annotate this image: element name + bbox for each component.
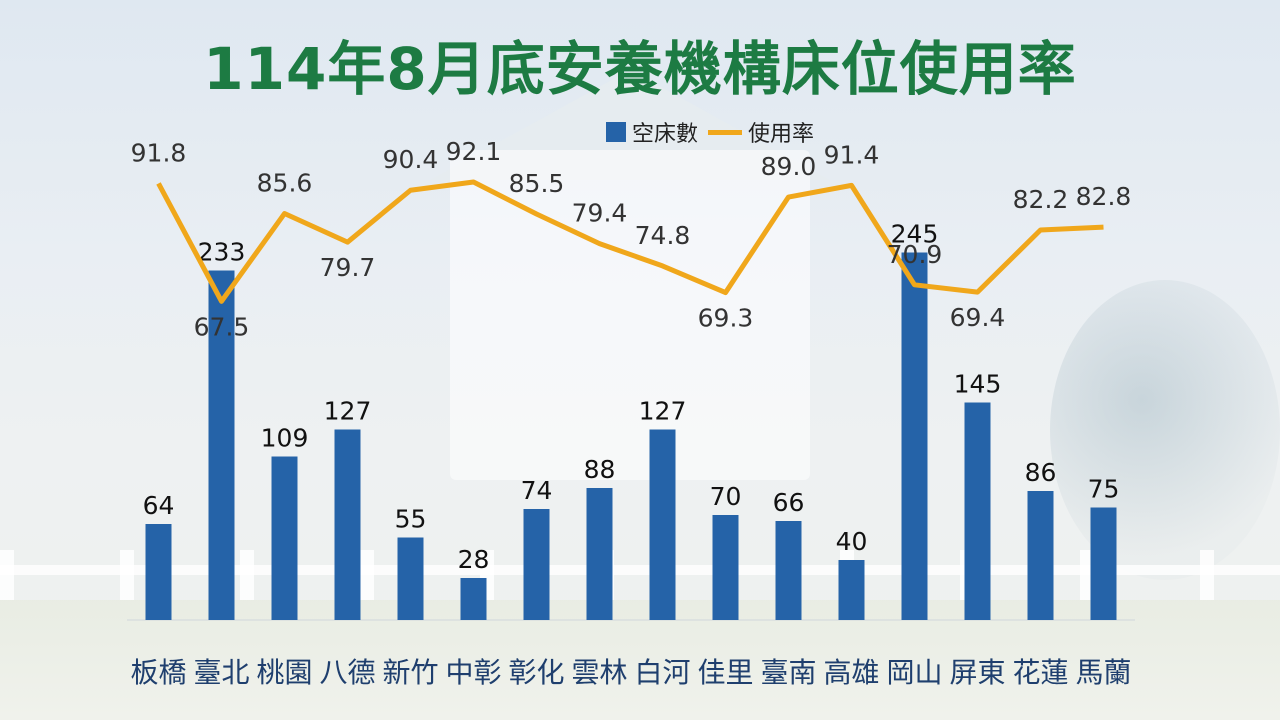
legend-label-usage-rate: 使用率 [748, 122, 815, 147]
category-label-14: 花蓮 [1012, 656, 1068, 689]
category-label-7: 雲林 [571, 656, 627, 689]
category-label-9: 佳里 [697, 656, 753, 689]
bar-4 [397, 537, 424, 620]
legend-item-empty-beds: 空床數 [606, 116, 698, 148]
bar-5 [460, 578, 487, 620]
background-tree [1050, 280, 1280, 580]
category-label-11: 高雄 [823, 656, 879, 689]
legend-line-swatch [708, 129, 743, 135]
category-label-12: 岡山 [886, 656, 942, 689]
category-label-13: 屏東 [949, 656, 1005, 689]
rate-label-4: 90.4 [383, 145, 439, 174]
category-label-2: 桃園 [256, 656, 312, 689]
rate-label-14: 82.2 [1013, 185, 1069, 214]
legend-bar-swatch [606, 122, 626, 142]
chart-legend: 空床數 使用率 [606, 116, 820, 148]
rate-label-2: 85.6 [257, 169, 313, 198]
rate-label-11: 91.4 [824, 140, 880, 169]
bar-label-10: 66 [773, 488, 805, 517]
bar-9 [712, 515, 739, 620]
bar-1 [208, 270, 235, 620]
category-label-4: 新竹 [382, 656, 438, 689]
category-label-15: 馬蘭 [1075, 656, 1131, 689]
category-label-1: 臺北 [193, 656, 249, 689]
bar-2 [271, 456, 298, 620]
rate-label-13: 69.4 [950, 303, 1006, 332]
bar-label-9: 70 [710, 482, 742, 511]
bar-10 [775, 521, 802, 620]
rate-label-10: 89.0 [761, 152, 817, 181]
rate-label-12: 70.9 [887, 240, 943, 269]
bar-label-11: 40 [836, 527, 868, 556]
bar-label-12: 245 [891, 220, 939, 249]
bar-label-8: 127 [639, 397, 687, 426]
chart-title: 114年8月底安養機構床位使用率 [203, 35, 1077, 103]
background-house [450, 150, 810, 480]
bar-label-13: 145 [954, 370, 1002, 399]
legend-item-usage-rate: 使用率 [704, 116, 814, 148]
bar-11 [838, 560, 865, 620]
rate-label-7: 79.4 [572, 199, 628, 228]
category-label-6: 彰化 [508, 656, 564, 689]
bar-14 [1027, 491, 1054, 620]
bar-label-6: 74 [521, 476, 553, 505]
legend-label-empty-beds: 空床數 [632, 122, 699, 147]
bar-3 [334, 429, 361, 620]
category-label-10: 臺南 [760, 656, 816, 689]
bar-label-4: 55 [395, 505, 427, 534]
bar-label-3: 127 [324, 397, 372, 426]
bar-label-5: 28 [458, 545, 490, 574]
rate-label-3: 79.7 [320, 253, 376, 282]
category-label-8: 白河 [634, 656, 690, 689]
bar-label-15: 75 [1088, 475, 1120, 504]
rate-label-6: 85.5 [509, 169, 565, 198]
rate-label-15: 82.8 [1076, 182, 1132, 211]
category-label-3: 八德 [319, 656, 375, 689]
rate-label-8: 74.8 [635, 221, 691, 250]
bar-13 [964, 402, 991, 620]
bar-label-2: 109 [261, 424, 309, 453]
rate-label-9: 69.3 [698, 304, 754, 333]
rate-label-5: 92.1 [446, 137, 502, 166]
bar-12 [901, 252, 928, 620]
bar-label-7: 88 [584, 455, 616, 484]
bar-label-14: 86 [1025, 458, 1057, 487]
bar-0 [145, 524, 172, 620]
bar-label-1: 233 [198, 238, 246, 267]
background-fence-rail [0, 565, 1280, 575]
category-label-5: 中彰 [445, 656, 501, 689]
category-label-0: 板橋 [130, 656, 186, 689]
bar-15 [1090, 507, 1117, 620]
usage-rate-line [156, 179, 1104, 304]
bar-label-0: 64 [143, 491, 175, 520]
bar-8 [649, 429, 676, 620]
rate-label-1: 67.5 [194, 312, 250, 341]
bar-6 [523, 509, 550, 620]
bar-7 [586, 488, 613, 620]
rate-label-0: 91.8 [131, 138, 187, 167]
